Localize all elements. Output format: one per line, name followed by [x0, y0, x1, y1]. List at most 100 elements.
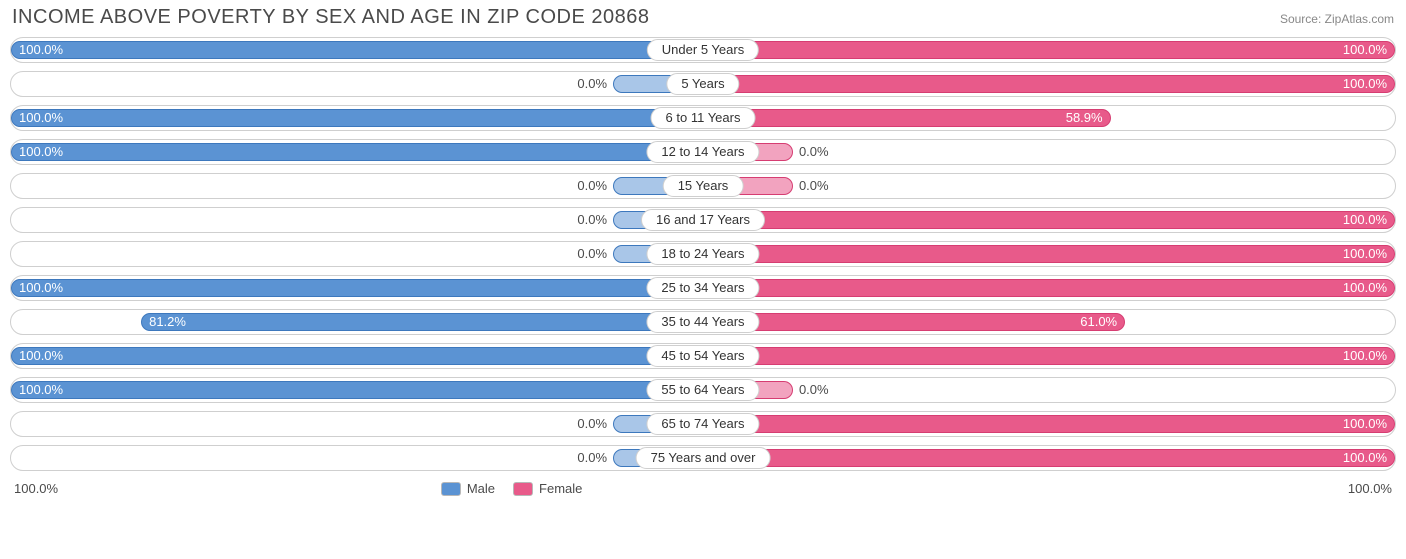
male-value-label: 100.0% — [11, 38, 63, 62]
female-bar — [703, 347, 1395, 365]
female-value-label: 100.0% — [1343, 412, 1395, 436]
chart-row: 100.0% 0.0% 12 to 14 Years — [10, 139, 1396, 165]
female-half: 100.0% — [703, 38, 1395, 62]
chart-row: 0.0% 100.0% 75 Years and over — [10, 445, 1396, 471]
male-value-label: 0.0% — [577, 412, 613, 436]
category-label: 5 Years — [666, 73, 739, 95]
male-bar — [11, 41, 703, 59]
female-value-label: 100.0% — [1343, 72, 1395, 96]
chart-row: 100.0% 100.0% Under 5 Years — [10, 37, 1396, 63]
female-value-label: 100.0% — [1343, 208, 1395, 232]
source-label: Source: ZipAtlas.com — [1280, 12, 1394, 26]
chart-row: 100.0% 0.0% 55 to 64 Years — [10, 377, 1396, 403]
chart-row: 0.0% 100.0% 65 to 74 Years — [10, 411, 1396, 437]
swatch-male — [441, 482, 461, 496]
female-bar — [703, 415, 1395, 433]
male-value-label: 0.0% — [577, 242, 613, 266]
category-label: 55 to 64 Years — [646, 379, 759, 401]
male-half: 81.2% — [11, 310, 703, 334]
category-label: 12 to 14 Years — [646, 141, 759, 163]
female-half: 0.0% — [703, 140, 1395, 164]
male-value-label: 0.0% — [577, 174, 613, 198]
female-value-label: 58.9% — [1066, 106, 1111, 130]
female-value-label: 100.0% — [1343, 38, 1395, 62]
female-half: 100.0% — [703, 276, 1395, 300]
female-value-label: 100.0% — [1343, 276, 1395, 300]
female-value-label: 100.0% — [1343, 446, 1395, 470]
chart-row: 100.0%100.0%45 to 54 Years — [10, 343, 1396, 369]
male-value-label: 0.0% — [577, 72, 613, 96]
female-bar — [703, 109, 1111, 127]
female-bar — [703, 449, 1395, 467]
chart-title: INCOME ABOVE POVERTY BY SEX AND AGE IN Z… — [12, 6, 649, 29]
category-label: 18 to 24 Years — [646, 243, 759, 265]
male-half: 100.0% — [11, 38, 703, 62]
female-bar — [703, 211, 1395, 229]
male-half: 100.0% — [11, 140, 703, 164]
male-half: 0.0% — [11, 174, 703, 198]
chart-row: 0.0%100.0%18 to 24 Years — [10, 241, 1396, 267]
category-label: 15 Years — [663, 175, 744, 197]
legend-item-female: Female — [513, 481, 582, 496]
male-value-label: 100.0% — [11, 344, 63, 368]
female-bar — [703, 279, 1395, 297]
male-half: 0.0% — [11, 72, 703, 96]
male-value-label: 100.0% — [11, 140, 63, 164]
category-label: 65 to 74 Years — [646, 413, 759, 435]
category-label: 75 Years and over — [636, 447, 771, 469]
male-bar — [11, 109, 703, 127]
category-label: 25 to 34 Years — [646, 277, 759, 299]
female-value-label: 0.0% — [793, 174, 829, 198]
chart-row: 0.0% 100.0% 5 Years — [10, 71, 1396, 97]
female-bar — [703, 75, 1395, 93]
chart-row: 0.0% 0.0% 15 Years — [10, 173, 1396, 199]
male-value-label: 100.0% — [11, 106, 63, 130]
male-half: 100.0% — [11, 344, 703, 368]
female-half: 100.0% — [703, 344, 1395, 368]
male-bar — [11, 279, 703, 297]
male-value-label: 100.0% — [11, 276, 63, 300]
male-half: 100.0% — [11, 276, 703, 300]
category-label: Under 5 Years — [647, 39, 759, 61]
chart-row: 100.0% 100.0% 25 to 34 Years — [10, 275, 1396, 301]
female-bar — [703, 245, 1395, 263]
female-half: 100.0% — [703, 412, 1395, 436]
legend-label-male: Male — [467, 481, 495, 496]
male-value-label: 0.0% — [577, 446, 613, 470]
female-value-label: 61.0% — [1080, 310, 1125, 334]
legend-item-male: Male — [441, 481, 495, 496]
female-half: 61.0% — [703, 310, 1395, 334]
category-label: 35 to 44 Years — [646, 311, 759, 333]
category-label: 16 and 17 Years — [641, 209, 765, 231]
female-half: 100.0% — [703, 446, 1395, 470]
male-bar — [11, 347, 703, 365]
female-half: 0.0% — [703, 174, 1395, 198]
chart-row: 0.0% 100.0% 16 and 17 Years — [10, 207, 1396, 233]
male-half: 100.0% — [11, 106, 703, 130]
chart-footer: 100.0% Male Female 100.0% — [10, 479, 1396, 496]
male-half: 0.0% — [11, 412, 703, 436]
male-value-label: 0.0% — [577, 208, 613, 232]
female-bar — [703, 313, 1125, 331]
male-half: 0.0% — [11, 446, 703, 470]
axis-left-label: 100.0% — [14, 481, 58, 496]
female-bar — [703, 41, 1395, 59]
header: INCOME ABOVE POVERTY BY SEX AND AGE IN Z… — [10, 6, 1396, 37]
male-value-label: 100.0% — [11, 378, 63, 402]
male-half: 0.0% — [11, 242, 703, 266]
legend-label-female: Female — [539, 481, 582, 496]
axis-right-label: 100.0% — [1348, 481, 1392, 496]
category-label: 6 to 11 Years — [651, 107, 756, 129]
swatch-female — [513, 482, 533, 496]
diverging-bar-chart: 100.0% 100.0% Under 5 Years 0.0% 100.0% 5 Yea… — [10, 37, 1396, 471]
female-half: 0.0% — [703, 378, 1395, 402]
chart-row: 100.0% 58.9% 6 to 11 Years — [10, 105, 1396, 131]
chart-row: 81.2% 61.0% 35 to 44 Years — [10, 309, 1396, 335]
female-half: 100.0% — [703, 72, 1395, 96]
female-value-label: 0.0% — [793, 378, 829, 402]
female-value-label: 0.0% — [793, 140, 829, 164]
male-value-label: 81.2% — [141, 310, 186, 334]
female-half: 100.0% — [703, 208, 1395, 232]
male-bar — [11, 143, 703, 161]
male-bar — [141, 313, 703, 331]
